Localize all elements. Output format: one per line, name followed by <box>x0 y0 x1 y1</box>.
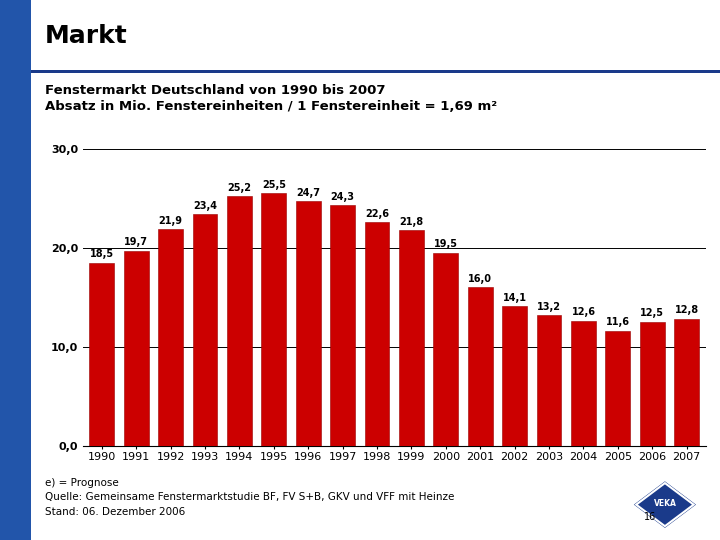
Polygon shape <box>632 480 698 529</box>
Bar <box>503 306 527 445</box>
Bar <box>261 193 286 446</box>
Text: 21,8: 21,8 <box>400 217 423 226</box>
Bar <box>399 230 424 446</box>
Text: Absatz in Mio. Fenstereinheiten / 1 Fenstereinheit = 1,69 m²: Absatz in Mio. Fenstereinheiten / 1 Fens… <box>45 100 497 113</box>
Bar <box>640 322 665 446</box>
Text: Markt: Markt <box>45 24 127 48</box>
Bar <box>330 205 355 446</box>
Text: 16,0: 16,0 <box>468 274 492 284</box>
Bar <box>227 197 252 446</box>
Text: 22,6: 22,6 <box>365 208 389 219</box>
Bar <box>89 262 114 446</box>
Text: 14,1: 14,1 <box>503 293 526 302</box>
Text: 12,6: 12,6 <box>572 307 595 318</box>
Text: Quelle: Gemeinsame Fenstermarktstudie BF, FV S+B, GKV und VFF mit Heinze: Quelle: Gemeinsame Fenstermarktstudie BF… <box>45 492 454 503</box>
Bar <box>606 331 630 445</box>
Bar <box>536 315 562 446</box>
Bar <box>364 222 390 446</box>
Text: 19,5: 19,5 <box>434 239 458 249</box>
Bar <box>675 319 699 446</box>
Text: 24,3: 24,3 <box>330 192 354 202</box>
Text: 18,5: 18,5 <box>90 249 114 259</box>
Text: 11,6: 11,6 <box>606 318 630 327</box>
Text: 13,2: 13,2 <box>537 301 561 312</box>
Text: 24,7: 24,7 <box>296 188 320 198</box>
Text: 21,9: 21,9 <box>158 215 183 226</box>
Text: 25,5: 25,5 <box>262 180 286 190</box>
Text: 19,7: 19,7 <box>124 237 148 247</box>
Bar <box>571 321 596 446</box>
Bar <box>192 214 217 446</box>
Text: 25,2: 25,2 <box>228 183 251 193</box>
Text: 16: 16 <box>644 512 657 522</box>
Bar <box>433 253 458 446</box>
Bar <box>296 201 320 446</box>
Bar <box>158 229 183 446</box>
Bar <box>124 251 148 446</box>
Text: VEKA: VEKA <box>654 499 676 508</box>
Text: 23,4: 23,4 <box>193 201 217 211</box>
Bar <box>468 287 492 446</box>
Text: Fenstermarkt Deutschland von 1990 bis 2007: Fenstermarkt Deutschland von 1990 bis 20… <box>45 84 385 97</box>
Text: 12,8: 12,8 <box>675 306 698 315</box>
Text: e) = Prognose: e) = Prognose <box>45 478 118 488</box>
Text: Stand: 06. Dezember 2006: Stand: 06. Dezember 2006 <box>45 507 185 517</box>
Text: 12,5: 12,5 <box>640 308 665 319</box>
